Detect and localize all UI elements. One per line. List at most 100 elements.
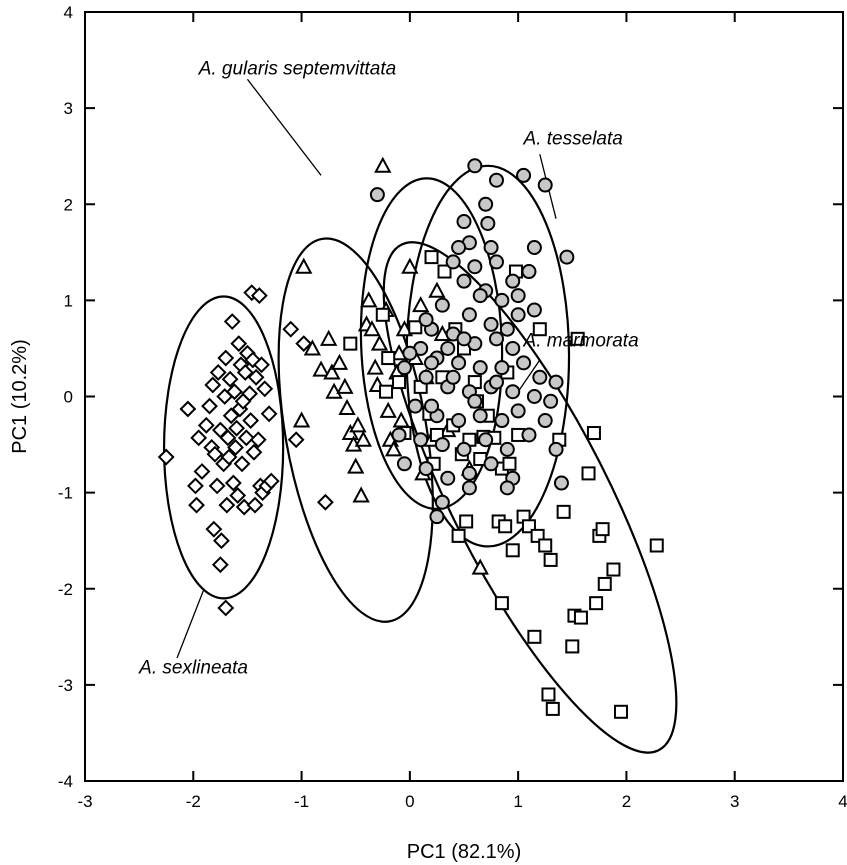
point-a-sexlineata <box>227 439 244 456</box>
point-a-tesselata <box>424 355 440 371</box>
point-a-tesselata <box>461 480 477 496</box>
point-a-tesselata <box>499 321 515 337</box>
x-tick-label: 0 <box>405 792 414 811</box>
point-a-sexlineata <box>211 556 229 574</box>
point-a-tesselata <box>369 187 385 203</box>
point-a-sexlineata <box>226 383 243 401</box>
point-a-tesselata <box>483 316 499 332</box>
point-a-sexlineata <box>208 477 226 495</box>
point-a-marmorata <box>614 704 629 719</box>
point-a-marmorata <box>573 610 588 625</box>
point-a-marmorata <box>494 596 509 611</box>
x-tick-label: -1 <box>294 792 309 811</box>
point-a-sexlineata <box>233 455 251 473</box>
point-a-tesselata <box>521 427 537 443</box>
point-a-tesselata <box>440 340 456 356</box>
point-a-gularis-septemvittata <box>352 486 370 503</box>
point-a-sexlineata <box>219 429 237 447</box>
point-a-tesselata <box>472 288 488 304</box>
point-a-sexlineata <box>204 376 222 394</box>
annotation-leader-a-marmorata <box>517 359 541 393</box>
x-axis-title: PC1 (82.1%) <box>407 841 522 863</box>
point-a-tesselata <box>521 264 537 280</box>
point-a-tesselata <box>396 456 412 472</box>
point-a-sexlineata <box>217 349 235 367</box>
point-a-marmorata <box>597 576 612 591</box>
point-a-tesselata <box>488 374 504 390</box>
point-a-marmorata <box>505 543 520 558</box>
point-a-sexlineata <box>221 370 239 388</box>
point-a-sexlineata <box>157 448 175 466</box>
point-a-tesselata <box>451 355 467 371</box>
point-a-marmorata <box>581 466 596 481</box>
y-tick-label: -2 <box>58 580 73 599</box>
point-a-sexlineata <box>295 335 313 353</box>
point-a-marmorata <box>543 552 558 567</box>
point-a-sexlineata <box>250 287 268 304</box>
point-a-gularis-septemvittata <box>363 320 381 337</box>
point-a-gularis-septemvittata <box>292 411 311 428</box>
point-a-sexlineata <box>205 520 223 538</box>
point-a-sexlineata <box>253 356 270 374</box>
annotation-leader-lines <box>176 78 557 659</box>
x-tick-label: 4 <box>838 792 847 811</box>
point-a-sexlineata <box>193 463 211 480</box>
point-a-sexlineata <box>230 335 248 353</box>
point-a-sexlineata <box>223 313 241 330</box>
point-a-sexlineata <box>217 599 235 617</box>
point-a-tesselata <box>543 393 559 409</box>
point-a-sexlineata <box>224 474 242 492</box>
point-a-gularis-septemvittata <box>395 320 414 337</box>
x-tick-label: -3 <box>77 792 92 811</box>
point-a-sexlineata <box>236 364 254 381</box>
point-a-gularis-septemvittata <box>401 257 419 274</box>
point-a-tesselata <box>488 254 504 270</box>
point-a-gularis-septemvittata <box>428 281 446 298</box>
point-a-tesselata <box>510 288 526 304</box>
point-a-tesselata <box>407 398 423 414</box>
point-a-sexlineata <box>282 320 300 338</box>
point-a-tesselata <box>472 360 488 376</box>
point-a-tesselata <box>510 307 526 323</box>
point-a-sexlineata <box>256 380 274 398</box>
point-a-tesselata <box>467 158 483 174</box>
point-a-sexlineata <box>213 532 230 550</box>
point-a-tesselata <box>434 494 450 510</box>
point-a-sexlineata <box>244 351 262 369</box>
point-a-tesselata <box>516 167 532 183</box>
point-a-marmorata <box>527 629 542 644</box>
point-a-gularis-septemvittata <box>354 430 372 447</box>
annotation-a-marmorata: A. marmorata <box>523 331 639 352</box>
point-a-sexlineata <box>241 385 259 403</box>
point-a-gularis-septemvittata <box>319 329 338 346</box>
point-a-gularis-septemvittata <box>392 411 410 428</box>
y-tick-label: 2 <box>64 195 73 214</box>
point-a-marmorata <box>343 336 358 351</box>
point-a-marmorata <box>502 456 517 471</box>
point-a-gularis-septemvittata <box>323 363 341 380</box>
point-a-tesselata <box>478 432 494 448</box>
point-a-tesselata <box>461 465 477 481</box>
annotation-a-sexlineata: A. sexlineata <box>138 657 248 678</box>
point-a-marmorata <box>570 331 585 346</box>
point-a-sexlineata <box>237 429 255 447</box>
point-a-marmorata <box>451 528 466 543</box>
x-tick-label: 3 <box>730 792 739 811</box>
point-a-marmorata <box>381 351 396 366</box>
point-a-tesselata <box>456 331 472 347</box>
point-a-marmorata <box>538 538 553 553</box>
point-a-tesselata <box>391 427 407 443</box>
point-a-marmorata <box>556 504 571 519</box>
point-a-tesselata <box>480 215 496 231</box>
point-a-marmorata <box>541 687 556 702</box>
x-tick-label: 1 <box>513 792 522 811</box>
point-a-tesselata <box>434 297 450 313</box>
point-a-tesselata <box>548 374 564 390</box>
point-a-gularis-septemvittata <box>374 156 392 173</box>
point-a-gularis-septemvittata <box>412 296 430 313</box>
point-a-tesselata <box>510 403 526 419</box>
point-a-tesselata <box>548 441 564 457</box>
data-points <box>157 156 664 719</box>
point-a-sexlineata <box>220 448 238 466</box>
